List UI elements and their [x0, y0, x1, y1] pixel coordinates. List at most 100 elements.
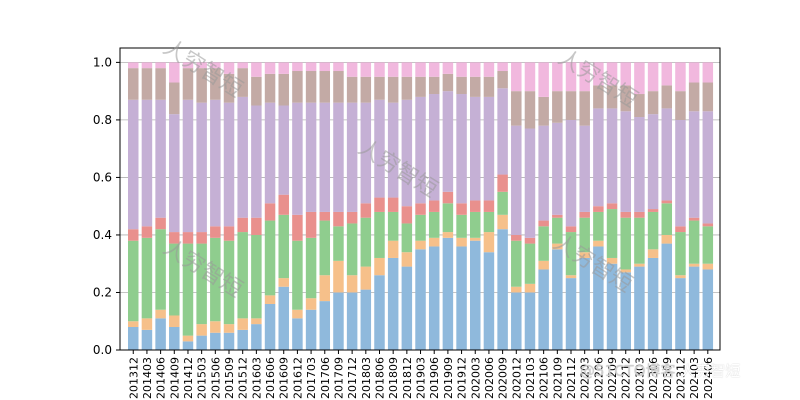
bar-segment-7 [442, 62, 454, 74]
bar-segment-7 [456, 62, 467, 77]
bar-segment-1 [428, 246, 440, 350]
bar-segment-4 [661, 200, 673, 204]
bar-segment-6 [182, 68, 194, 100]
bar-stack-202406 [702, 62, 714, 350]
bar-segment-5 [264, 102, 276, 204]
bar-segment-4 [647, 209, 659, 212]
bar-stack-201903 [415, 62, 426, 350]
bar-segment-5 [620, 111, 631, 212]
x-tick-label: 202203 [579, 357, 592, 399]
bar-segment-6 [661, 85, 673, 109]
bar-segment-6 [675, 91, 686, 120]
bar-segment-1 [688, 266, 700, 350]
bar-segment-2 [223, 324, 235, 333]
bar-segment-6 [702, 82, 714, 112]
bar-segment-2 [305, 298, 317, 310]
x-tick-label: 202312 [674, 357, 687, 399]
bar-segment-5 [305, 102, 317, 212]
bar-segment-7 [141, 62, 153, 69]
bar-stack-201703 [305, 62, 317, 350]
x-tick-label: 201403 [141, 357, 154, 399]
bar-stack-201509 [223, 62, 235, 350]
bar-segment-4 [387, 197, 399, 212]
bar-segment-4 [524, 237, 536, 244]
bar-stack-202209 [606, 62, 618, 350]
bar-segment-1 [497, 229, 508, 350]
bar-segment-1 [128, 326, 139, 350]
x-tick-label: 202212 [620, 357, 633, 399]
x-tick-label: 202406 [702, 357, 715, 399]
bar-segment-6 [374, 76, 385, 100]
bar-segment-4 [264, 203, 276, 221]
bar-segment-4 [538, 220, 549, 227]
bar-stack-202303 [634, 62, 645, 350]
bar-segment-2 [538, 260, 549, 270]
bar-segment-2 [620, 269, 631, 273]
bar-segment-2 [264, 295, 276, 304]
bar-segment-6 [346, 76, 358, 103]
bar-stack-202206 [593, 62, 604, 350]
bar-segment-4 [237, 217, 248, 233]
bar-stack-201412 [182, 62, 194, 350]
bar-segment-5 [456, 94, 467, 204]
bar-segment-6 [251, 76, 262, 106]
bar-segment-4 [210, 226, 221, 238]
bar-segment-3 [155, 229, 166, 310]
bar-segment-3 [470, 211, 481, 238]
bar-segment-5 [319, 102, 331, 212]
bar-segment-4 [634, 211, 645, 218]
x-tick-label: 201509 [223, 357, 236, 399]
x-tick-label: 201709 [332, 357, 345, 399]
y-axis: 0.0 0.2 0.4 0.6 0.8 1.0 [93, 55, 120, 357]
bar-segment-1 [141, 329, 153, 350]
bar-segment-4 [565, 226, 577, 233]
bar-segment-7 [620, 62, 631, 86]
bar-segment-2 [360, 266, 372, 290]
bar-segment-5 [688, 111, 700, 218]
bar-segment-2 [401, 252, 413, 267]
bar-segment-3 [278, 214, 289, 279]
bar-segment-1 [292, 318, 303, 350]
bar-segment-4 [401, 206, 413, 224]
bar-segment-2 [606, 257, 618, 264]
bar-segment-3 [428, 211, 440, 238]
bar-segment-4 [428, 200, 440, 212]
bar-segment-3 [387, 211, 399, 241]
bar-segment-5 [346, 102, 358, 212]
bar-segment-4 [141, 226, 153, 238]
bar-stack-202009 [497, 62, 508, 350]
bar-segment-1 [647, 257, 659, 350]
bar-stack-202203 [579, 62, 590, 350]
bar-segment-6 [169, 82, 180, 115]
bar-segment-7 [688, 62, 700, 83]
bar-segment-2 [470, 237, 481, 241]
bar-segment-5 [292, 102, 303, 215]
bar-segment-2 [647, 249, 659, 258]
bar-segment-5 [661, 108, 673, 201]
bar-segment-2 [374, 257, 385, 276]
bar-segment-3 [483, 211, 495, 233]
x-tick-label: 201903 [415, 357, 428, 399]
bar-segment-5 [702, 111, 714, 224]
bar-segment-3 [374, 211, 385, 258]
bar-segment-5 [606, 108, 618, 204]
bar-segment-2 [593, 240, 604, 247]
bar-segment-6 [524, 91, 536, 129]
bar-segment-3 [442, 203, 454, 233]
bar-segment-5 [182, 99, 194, 233]
bar-segment-2 [552, 243, 563, 250]
bar-segment-6 [470, 76, 481, 97]
bar-segment-1 [675, 278, 686, 350]
bar-segment-7 [401, 62, 413, 77]
bar-segment-4 [470, 200, 481, 212]
bar-segment-7 [606, 62, 618, 86]
x-tick-label: 201406 [155, 357, 168, 399]
bar-segment-2 [688, 263, 700, 267]
bar-segment-7 [497, 62, 508, 72]
x-tick-label: 201706 [319, 357, 332, 399]
bar-segment-1 [360, 289, 372, 350]
bar-segment-2 [346, 275, 358, 293]
bar-segment-6 [579, 91, 590, 126]
bar-segment-7 [346, 62, 358, 77]
bar-segment-4 [155, 217, 166, 230]
